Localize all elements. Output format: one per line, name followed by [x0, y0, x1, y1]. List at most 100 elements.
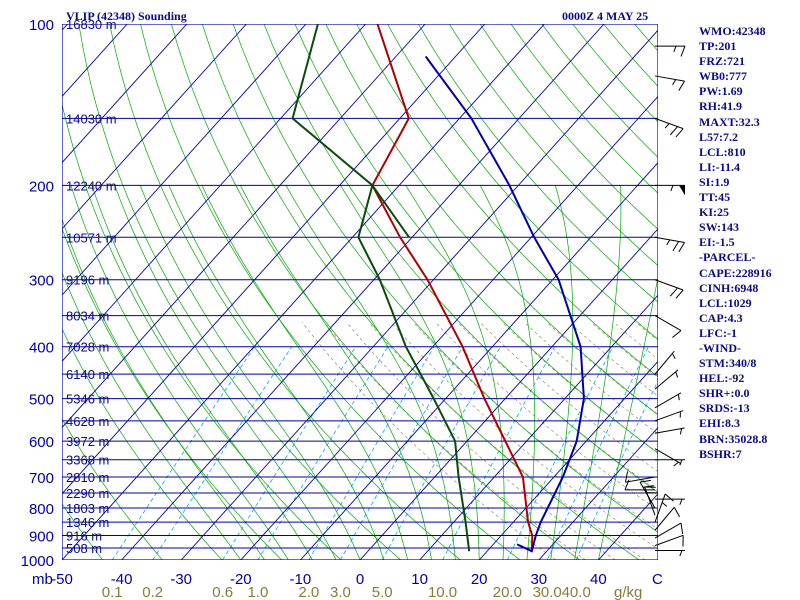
isotherm — [62, 24, 366, 363]
wind-barb — [654, 350, 676, 375]
barb-half-flag — [675, 371, 679, 378]
profile-dewpoint — [291, 24, 471, 552]
x-axis-right-label: C — [652, 571, 663, 588]
barb-half-flag — [661, 502, 668, 507]
barb-flag — [680, 46, 686, 57]
barb-half-flag — [664, 123, 670, 129]
barb-pennant — [679, 185, 685, 196]
barb-staff — [654, 522, 682, 539]
height-label: 16830 m — [66, 17, 117, 32]
wind-barb — [655, 184, 685, 196]
x-axis-left-label: mb — [32, 571, 53, 588]
isotherm — [62, 24, 247, 230]
barb-staff — [654, 369, 679, 390]
index-line: CINH:6948 — [699, 280, 759, 295]
barb-staff — [654, 279, 684, 291]
pressure-tick-label: 600 — [29, 434, 54, 451]
index-line: STM:340/8 — [699, 356, 757, 371]
wind-barb — [639, 479, 656, 509]
wind-barb — [654, 506, 681, 531]
barb-flag — [639, 479, 651, 483]
barb-staff — [625, 476, 656, 483]
barb-half-flag — [672, 79, 677, 85]
barb-flag — [642, 485, 654, 488]
index-line: MAXT:32.3 — [699, 114, 760, 129]
index-line: FRZ:721 — [699, 54, 745, 69]
height-label: 4628 m — [66, 414, 109, 429]
barb-flag — [680, 522, 684, 534]
barb-half-flag — [679, 550, 683, 557]
wind-barb — [654, 369, 679, 390]
barb-flag — [678, 80, 685, 91]
index-line: TP:201 — [699, 39, 737, 54]
barb-half-flag — [671, 353, 676, 359]
temp-tick-label: -30 — [170, 571, 192, 588]
barb-staff — [654, 506, 675, 531]
chart-time: 0000Z 4 MAY 25 — [562, 9, 648, 23]
height-label: 14030 m — [66, 111, 117, 126]
index-line: -PARCEL- — [699, 250, 756, 265]
index-line: PW:1.69 — [699, 84, 743, 99]
wind-barb — [654, 522, 684, 539]
index-line: CAPE:228916 — [699, 265, 772, 280]
barb-staff — [639, 481, 656, 509]
isotherm — [359, 228, 658, 560]
index-line: SI:1.9 — [699, 174, 730, 189]
theta-e-line — [457, 321, 658, 492]
wind-barb — [655, 45, 686, 57]
index-line: -WIND- — [699, 340, 741, 355]
theta-e-line — [479, 321, 658, 473]
wind-barb — [654, 315, 682, 338]
barb-flag — [669, 126, 678, 136]
barb-staff — [644, 486, 656, 516]
barb-flag — [678, 242, 685, 253]
mixing-ratio-label: 5.0 — [372, 584, 393, 600]
theta-e-line — [390, 322, 658, 550]
height-label: 1346 m — [66, 515, 109, 530]
index-line: HEL:-92 — [699, 371, 745, 386]
mixing-ratio-label: 1.0 — [247, 584, 268, 600]
barb-staff — [654, 534, 684, 547]
theta-e-line — [568, 321, 658, 397]
isotherm — [62, 24, 188, 164]
index-line: EI:-1.5 — [699, 235, 735, 250]
theta-e-line — [323, 322, 586, 560]
temp-tick-label: 30 — [530, 571, 547, 588]
barb-flag — [664, 493, 674, 502]
height-label: 3972 m — [66, 434, 109, 449]
barb-staff — [654, 315, 682, 332]
index-line: RH:41.9 — [699, 99, 742, 114]
pressure-tick-label: 900 — [29, 528, 54, 545]
index-line: LFC:-1 — [699, 325, 737, 340]
series-layer — [62, 24, 658, 560]
pressure-tick-label: 800 — [29, 501, 54, 518]
pressure-tick-label: 500 — [29, 392, 54, 409]
theta-e-line — [412, 321, 658, 530]
barb-staff — [654, 448, 682, 465]
height-label: 3368 m — [66, 453, 109, 468]
index-line: WMO:42348 — [699, 24, 766, 38]
isotherm — [180, 29, 658, 560]
wind-barb — [654, 534, 684, 547]
isotherm — [121, 24, 605, 560]
barb-flag — [672, 330, 682, 338]
temp-tick-label: 40 — [590, 571, 607, 588]
barb-flag — [675, 128, 684, 138]
index-line: KI:25 — [699, 205, 729, 220]
profile-parcel — [424, 55, 585, 553]
isotherm — [62, 24, 486, 495]
wind-barb — [655, 498, 685, 505]
mixing-ratio-label: 2.0 — [298, 584, 319, 600]
barb-half-flag — [679, 459, 683, 466]
wind-barb — [654, 279, 684, 299]
height-label: 6140 m — [66, 367, 109, 382]
wind-barb-layer — [624, 45, 686, 557]
mixing-ratio-label: 0.2 — [142, 584, 163, 600]
chart-title: VLIP (42348) Sounding — [66, 9, 187, 23]
wind-barb — [655, 549, 685, 557]
barb-half-flag — [679, 498, 683, 505]
wind-barb — [654, 75, 685, 91]
height-label: 1803 m — [66, 501, 109, 516]
index-line: EHI:8.3 — [699, 416, 741, 431]
